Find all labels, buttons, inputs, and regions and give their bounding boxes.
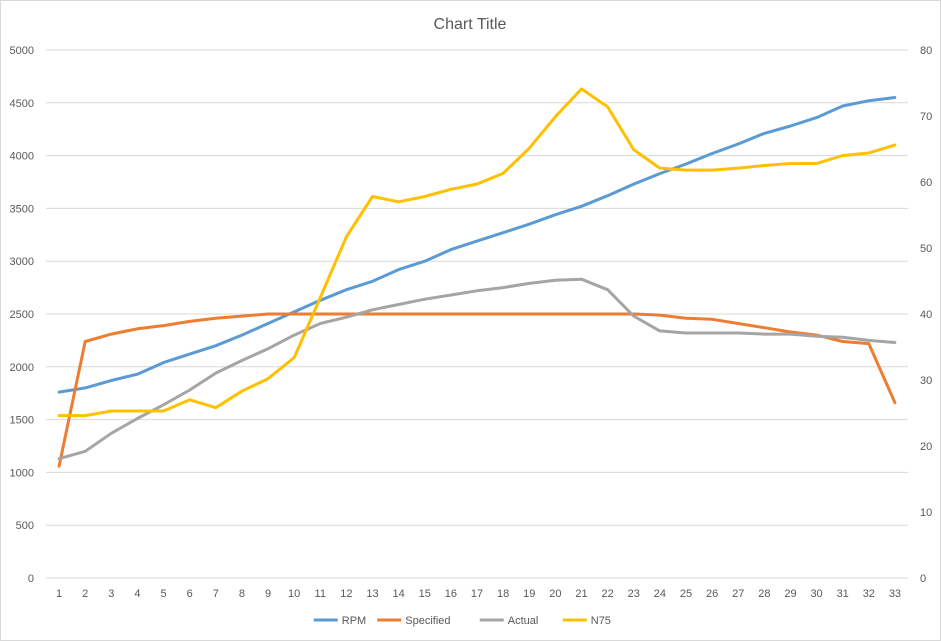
right-tick-label: 30 — [920, 375, 932, 387]
right-tick-label: 70 — [920, 111, 932, 123]
x-tick-label: 5 — [160, 588, 166, 600]
x-tick-label: 27 — [732, 588, 744, 600]
series-line-actual — [57, 277, 897, 461]
x-tick-label: 1 — [56, 588, 62, 600]
x-tick-label: 22 — [601, 588, 613, 600]
left-tick-label: 500 — [16, 520, 34, 532]
series-line-specified — [57, 312, 897, 468]
x-tick-label: 28 — [758, 588, 770, 600]
right-tick-label: 10 — [920, 507, 932, 519]
series-line-n75 — [57, 87, 897, 418]
x-tick-label: 33 — [889, 588, 901, 600]
x-tick-label: 6 — [187, 588, 193, 600]
left-tick-label: 3000 — [10, 256, 34, 268]
x-tick-label: 21 — [575, 588, 587, 600]
x-tick-label: 15 — [419, 588, 431, 600]
right-tick-label: 50 — [920, 243, 932, 255]
legend-label-specified: Specified — [405, 615, 450, 627]
x-tick-label: 3 — [108, 588, 114, 600]
x-tick-label: 24 — [654, 588, 666, 600]
x-tick-label: 11 — [315, 588, 326, 600]
left-tick-label: 5000 — [10, 45, 34, 57]
x-tick-label: 18 — [497, 588, 509, 600]
x-tick-label: 13 — [366, 588, 378, 600]
legend-label-n75: N75 — [591, 615, 611, 627]
left-tick-label: 3500 — [10, 203, 34, 215]
x-axis: 1 2 3 4 5 6 7 8 9 10 11 12 13 14 15 16 17 18 19 20 21 22 23 24 2… — [56, 588, 901, 600]
left-tick-label: 0 — [28, 573, 34, 585]
x-tick-label: 12 — [340, 588, 352, 600]
right-y-axis: 0 10 20 30 40 50 60 70 80 — [920, 45, 932, 585]
left-tick-label: 4500 — [10, 98, 34, 110]
left-tick-label: 1500 — [10, 415, 34, 427]
x-tick-label: 26 — [706, 588, 718, 600]
left-tick-label: 4000 — [10, 151, 34, 163]
x-tick-label: 16 — [445, 588, 457, 600]
x-tick-label: 14 — [393, 588, 405, 600]
right-tick-label: 0 — [920, 573, 926, 585]
right-tick-label: 80 — [920, 45, 932, 57]
left-tick-label: 2500 — [10, 309, 34, 321]
right-tick-label: 40 — [920, 309, 932, 321]
legend-label-actual: Actual — [508, 615, 539, 627]
x-tick-label: 17 — [471, 588, 483, 600]
x-tick-label: 8 — [239, 588, 245, 600]
series-lines — [57, 87, 897, 468]
x-tick-label: 7 — [213, 588, 219, 600]
x-tick-label: 2 — [82, 588, 88, 600]
x-tick-label: 31 — [837, 588, 849, 600]
x-tick-label: 32 — [863, 588, 875, 600]
x-tick-label: 4 — [134, 588, 140, 600]
x-tick-label: 25 — [680, 588, 692, 600]
legend-label-rpm: RPM — [342, 615, 366, 627]
left-y-axis: 0 500 1000 1500 2000 2500 3000 3500 4000 4500 5000 — [10, 45, 34, 585]
x-tick-label: 29 — [784, 588, 796, 600]
chart-title: Chart Title — [434, 16, 507, 33]
x-tick-label: 20 — [549, 588, 561, 600]
x-tick-label: 9 — [265, 588, 271, 600]
right-tick-label: 20 — [920, 441, 932, 453]
left-tick-label: 1000 — [10, 467, 34, 479]
x-tick-label: 23 — [628, 588, 640, 600]
x-tick-label: 30 — [810, 588, 822, 600]
series-line-rpm — [57, 96, 897, 394]
legend: RPM Specified Actual N75 — [313, 615, 611, 627]
x-tick-label: 10 — [288, 588, 300, 600]
left-tick-label: 2000 — [10, 362, 34, 374]
x-tick-label: 19 — [523, 588, 535, 600]
right-tick-label: 60 — [920, 177, 932, 189]
